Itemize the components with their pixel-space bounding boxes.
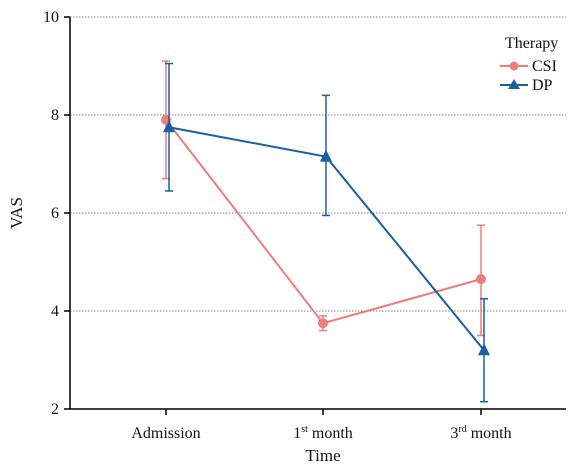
x-tick-label-1: 1st month	[293, 424, 353, 442]
y-ticks: 2 4 6 8 10	[43, 9, 70, 418]
series-layer	[161, 60, 490, 403]
x-ticks: Admission 1st month 3rd month	[131, 409, 512, 442]
dp-point-0	[163, 120, 175, 133]
legend-item-dp: DP	[500, 77, 553, 94]
legend-label-dp: DP	[532, 77, 553, 94]
csi-point-2	[476, 274, 486, 285]
gridlines	[70, 16, 566, 312]
series-dp	[163, 62, 490, 403]
csi-line	[165, 119, 482, 325]
y-tick-label-0: 2	[51, 401, 59, 418]
legend-marker-csi	[509, 61, 519, 71]
legend-title: Therapy	[505, 35, 558, 52]
y-tick-label-3: 8	[51, 107, 59, 124]
csi-point-1	[318, 318, 328, 329]
legend-label-csi: CSI	[532, 58, 557, 75]
legend-item-csi: CSI	[500, 58, 557, 75]
x-tick-label-2: 3rd month	[450, 424, 511, 442]
dp-point-2	[478, 343, 490, 356]
y-axis-title: VAS	[7, 197, 26, 229]
legend: Therapy CSI DP	[500, 35, 558, 94]
y-tick-label-1: 4	[51, 303, 59, 320]
series-csi	[161, 60, 486, 337]
legend-marker-dp	[508, 79, 520, 89]
y-tick-label-4: 10	[43, 9, 59, 26]
x-tick-label-0: Admission	[131, 425, 200, 442]
y-tick-label-2: 6	[51, 205, 59, 222]
x-axis-title: Time	[305, 446, 340, 465]
axes	[69, 17, 566, 410]
dp-point-1	[320, 149, 332, 162]
